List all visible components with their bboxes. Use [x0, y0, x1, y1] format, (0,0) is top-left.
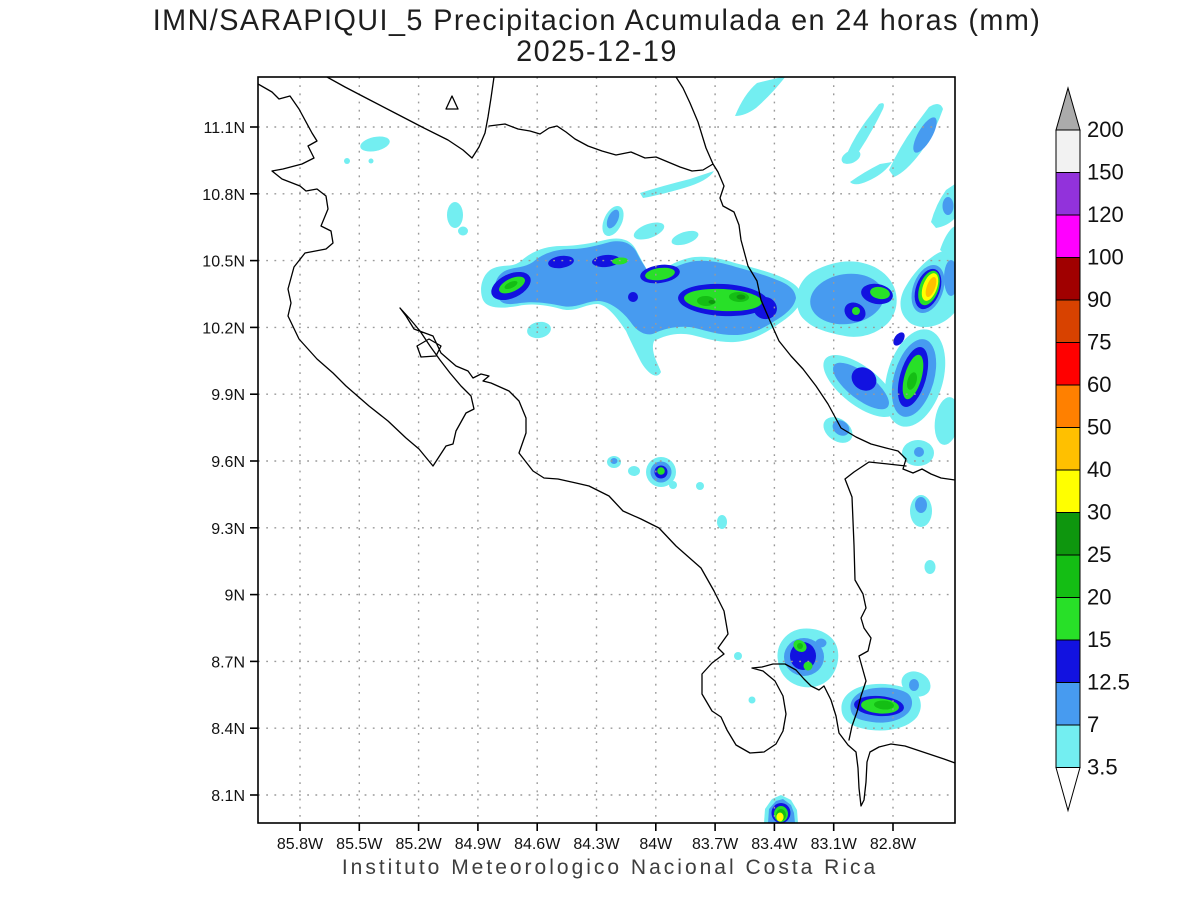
colorbar-label: 7: [1087, 712, 1099, 737]
colorbar-label: 25: [1087, 542, 1111, 567]
colorbar-swatch: [1055, 554, 1081, 598]
lat-tick-label: 10.5N: [202, 254, 245, 271]
lat-tick-label: 10.2N: [202, 320, 245, 337]
colorbar-label: 100: [1087, 245, 1124, 270]
title-line1: IMN/SARAPIQUI_5 Precipitacion Acumulada …: [153, 3, 1042, 37]
colorbar-swatch: [1055, 427, 1081, 471]
lat-tick-label: 9.3N: [211, 521, 245, 538]
precip-level-25: [708, 294, 746, 305]
colorbar-swatch: [1055, 639, 1081, 683]
colorbar-label: 3.5: [1087, 755, 1118, 780]
lat-tick-label: 9.9N: [211, 387, 245, 404]
lon-tick-label: 83.4W: [751, 836, 798, 853]
precip-level-7: [495, 117, 955, 823]
colorbar-label: 30: [1087, 500, 1111, 525]
precip-level-40: [925, 277, 937, 297]
lat-tick-label: 10.8N: [202, 187, 245, 204]
colorbar-swatch: [1055, 342, 1081, 386]
colorbar-label: 90: [1087, 287, 1111, 312]
lat-tick-label: 9.6N: [211, 454, 245, 471]
lon-tick-label: 85.2W: [395, 836, 442, 853]
figure-title: IMN/SARAPIQUI_5 Precipitacion Acumulada …: [153, 3, 1042, 68]
plot-border: [257, 76, 956, 824]
colorbar-swatch: [1055, 682, 1081, 726]
colorbar-arrow-top: [1055, 86, 1081, 131]
colorbar-swatch: [1055, 299, 1081, 343]
lon-tick-label: 84.6W: [514, 836, 561, 853]
graticule: 85.8W 85.5W 85.2W 84.9W 84.6W 84.3W 84W 83.7W 83…: [202, 77, 955, 853]
lat-tick-label: 11.1N: [203, 120, 245, 137]
colorbar-swatch: [1055, 172, 1081, 216]
colorbar-label: 200: [1087, 117, 1124, 142]
colorbar-swatch: [1055, 597, 1081, 641]
precip-level-15: [499, 257, 940, 822]
colorbar-label: 60: [1087, 372, 1111, 397]
colorbar-swatch: [1055, 512, 1081, 556]
colorbar-swatch: [1055, 214, 1081, 258]
lon-tick-label: 83.7W: [692, 836, 739, 853]
precip-field: [344, 77, 955, 823]
colorbar-label: 15: [1087, 627, 1111, 652]
colorbar-swatch: [1055, 384, 1081, 428]
lat-tick-label: 8.1N: [211, 788, 245, 805]
lon-tick-label: 84.3W: [573, 836, 620, 853]
colorbar-swatch: [1055, 724, 1081, 768]
lon-tick-label: 84W: [639, 836, 673, 853]
title-line2: 2025-12-19: [516, 34, 678, 68]
lon-tick-label: 85.8W: [277, 836, 324, 853]
lon-tick-label: 85.5W: [336, 836, 383, 853]
precip-level-20: [504, 280, 917, 821]
colorbar-label: 120: [1087, 202, 1124, 227]
colorbar-arrow-bottom: [1055, 767, 1081, 813]
colorbar-label: 12.5: [1087, 670, 1130, 695]
colorbar-label: 50: [1087, 415, 1111, 440]
lat-tick-label: 9N: [225, 588, 245, 605]
lat-tick-label: 8.4N: [211, 721, 245, 738]
colorbar-label: 150: [1087, 160, 1124, 185]
coastline: [258, 77, 955, 807]
colorbar-swatch: [1055, 257, 1081, 301]
colorbar: 200 150 120 100 90 75 60 50 40 30 25 20 15 12.5 7 3.5: [1055, 86, 1130, 813]
colorbar-swatch: [1055, 129, 1081, 173]
lon-tick-label: 84.9W: [455, 836, 502, 853]
colorbar-swatch: [1055, 469, 1081, 513]
lon-tick-label: 83.1W: [811, 836, 858, 853]
lat-tick-label: 8.7N: [211, 654, 245, 671]
colorbar-label: 40: [1087, 457, 1111, 482]
lon-tick-label: 82.8W: [870, 836, 917, 853]
colorbar-label: 20: [1087, 585, 1111, 610]
footer-attribution: Instituto Meteorologico Nacional Costa R…: [342, 856, 878, 879]
colorbar-label: 75: [1087, 330, 1111, 355]
